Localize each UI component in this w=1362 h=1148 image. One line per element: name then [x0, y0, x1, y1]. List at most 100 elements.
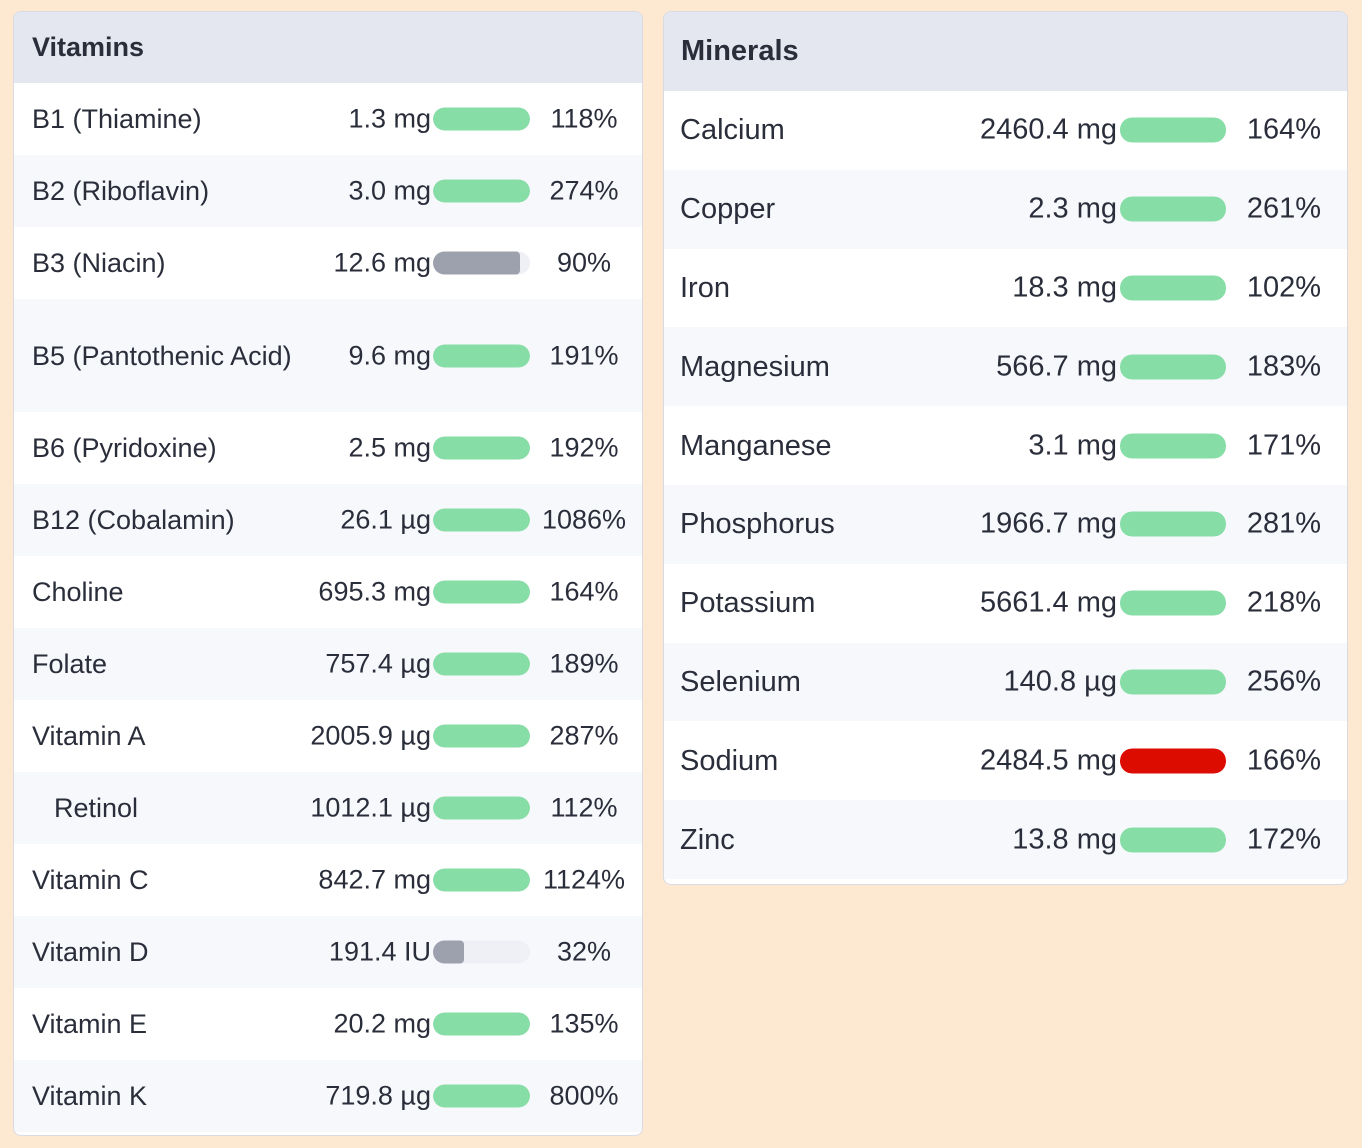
nutrient-amount: 2.3 mg [1028, 192, 1117, 225]
nutrient-row: Sodium 2484.5 mg 166% [664, 721, 1347, 801]
progress-bar-fill [1120, 354, 1226, 380]
progress-bar-fill [433, 179, 530, 203]
nutrient-percent: 166% [1246, 744, 1322, 777]
nutrient-amount: 12.6 mg [333, 247, 431, 278]
nutrient-percent: 191% [549, 340, 619, 370]
minerals-list: Calcium 2460.4 mg 164% Copper 2.3 mg 261% Iron… [664, 91, 1347, 879]
progress-bar-fill [433, 652, 530, 676]
progress-bar-fill [433, 107, 530, 131]
nutrient-percent: 256% [1246, 665, 1322, 698]
nutrient-percent: 274% [549, 175, 619, 206]
progress-bar [433, 1012, 530, 1036]
progress-bar [1120, 590, 1226, 616]
nutrient-percent: 172% [1246, 823, 1322, 856]
nutrient-row: Manganese 3.1 mg 171% [664, 406, 1347, 485]
nutrient-amount: 1012.1 µg [310, 792, 431, 823]
nutrient-name: B5 (Pantothenic Acid) [32, 340, 292, 371]
progress-bar-fill [433, 868, 530, 892]
nutrient-row: Copper 2.3 mg 261% [664, 169, 1347, 249]
progress-bar-fill [1120, 196, 1226, 222]
nutrient-row: Potassium 5661.4 mg 218% [664, 563, 1347, 643]
nutrient-percent: 287% [549, 720, 619, 751]
nutrient-name: Retinol [54, 793, 139, 823]
progress-bar [433, 868, 530, 892]
progress-bar [433, 724, 530, 748]
progress-bar-fill [1120, 275, 1226, 301]
vitamins-list: B1 (Thiamine) 1.3 mg 118% B2 (Riboflavin) 3.… [14, 83, 642, 1132]
nutrient-name: Sodium [680, 744, 779, 777]
nutrient-name: Iron [680, 271, 730, 304]
nutrient-row: Selenium 140.8 µg 256% [664, 642, 1347, 722]
nutrient-percent: 90% [556, 247, 612, 278]
nutrient-name: Copper [680, 193, 776, 226]
nutrient-name: B6 (Pyridoxine) [32, 433, 217, 463]
nutrient-percent: 261% [1246, 192, 1322, 225]
progress-bar-fill [433, 508, 530, 532]
progress-bar [433, 1084, 530, 1108]
progress-bar-fill [433, 580, 530, 604]
nutrient-amount: 9.6 mg [348, 340, 431, 370]
nutrient-name: Potassium [680, 587, 816, 620]
vitamins-header: Vitamins [14, 12, 642, 83]
progress-bar [433, 436, 530, 460]
progress-bar [1120, 748, 1226, 774]
progress-bar [433, 580, 530, 604]
nutrient-percent: 183% [1246, 350, 1322, 383]
progress-bar-fill [433, 940, 465, 964]
progress-bar-fill [433, 344, 530, 367]
nutrient-name: Folate [32, 649, 108, 679]
progress-bar [433, 107, 530, 131]
nutrient-amount: 566.7 mg [996, 350, 1117, 383]
nutrient-amount: 757.4 µg [325, 648, 431, 679]
nutrient-percent: 32% [556, 936, 612, 967]
nutrient-name: Vitamin D [32, 937, 149, 967]
progress-bar-fill [1120, 748, 1226, 774]
progress-bar [433, 508, 530, 532]
nutrient-row: B5 (Pantothenic Acid) 9.6 mg 191% [14, 299, 642, 412]
nutrient-amount: 2.5 mg [348, 432, 431, 463]
nutrient-row: Zinc 13.8 mg 172% [664, 800, 1347, 879]
minerals-header: Minerals [664, 12, 1347, 91]
nutrient-row: B2 (Riboflavin) 3.0 mg 274% [14, 155, 642, 227]
progress-bar-fill [433, 724, 530, 748]
vitamins-panel: Vitamins B1 (Thiamine) 1.3 mg 118% B2 (Ribo… [13, 11, 643, 1136]
progress-bar-fill [433, 1084, 530, 1108]
nutrient-percent: 281% [1246, 507, 1322, 540]
nutrient-name: Choline [32, 577, 124, 607]
nutrient-percent: 102% [1246, 271, 1322, 304]
nutrient-name: Phosphorus [680, 508, 835, 541]
nutrient-name: Vitamin K [32, 1081, 148, 1111]
nutrient-percent: 112% [550, 792, 618, 823]
nutrient-row: Retinol 1012.1 µg 112% [14, 772, 642, 844]
progress-bar [433, 344, 530, 367]
nutrient-row: Vitamin D 191.4 IU 32% [14, 916, 642, 988]
progress-bar [433, 652, 530, 676]
nutrient-amount: 1966.7 mg [979, 507, 1117, 540]
nutrient-name: Manganese [680, 429, 832, 462]
progress-bar-fill [433, 251, 521, 275]
progress-bar [433, 251, 530, 275]
progress-bar [1120, 669, 1226, 695]
nutrient-row: Vitamin A 2005.9 µg 287% [14, 700, 642, 772]
nutrient-name: Selenium [680, 665, 801, 698]
progress-bar [1120, 354, 1226, 380]
nutrient-amount: 2005.9 µg [310, 720, 431, 751]
nutrient-amount: 719.8 µg [325, 1080, 431, 1111]
nutrient-row: Folate 757.4 µg 189% [14, 628, 642, 700]
progress-bar [1120, 827, 1226, 853]
nutrient-amount: 2484.5 mg [979, 744, 1117, 777]
nutrient-row: B1 (Thiamine) 1.3 mg 118% [14, 83, 642, 155]
progress-bar-fill [1120, 590, 1226, 616]
nutrient-percent: 118% [550, 103, 618, 134]
nutrient-percent: 1086% [541, 504, 627, 535]
nutrient-percent: 192% [549, 432, 619, 463]
progress-bar-fill [433, 796, 530, 820]
progress-bar [433, 796, 530, 820]
nutrient-row: Choline 695.3 mg 164% [14, 556, 642, 628]
nutrient-name: Vitamin E [32, 1009, 148, 1039]
nutrient-row: B3 (Niacin) 12.6 mg 90% [14, 227, 642, 299]
nutrient-row: Phosphorus 1966.7 mg 281% [664, 484, 1347, 564]
nutrient-name: B3 (Niacin) [32, 248, 166, 278]
progress-bar [1120, 117, 1226, 143]
nutrient-row: B12 (Cobalamin) 26.1 µg 1086% [14, 484, 642, 556]
